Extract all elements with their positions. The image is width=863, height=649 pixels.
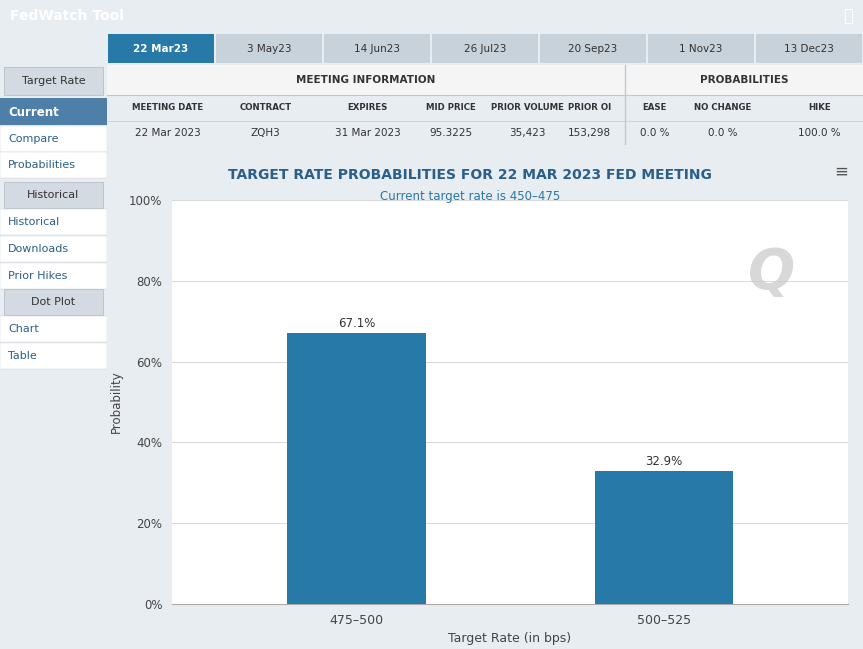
Text: Dot Plot: Dot Plot [31,297,76,307]
Bar [756,34,862,63]
Text: 14 Jun23: 14 Jun23 [354,43,400,53]
Text: Probabilities: Probabilities [8,160,76,170]
Bar [0,152,107,178]
Text: Chart: Chart [8,324,39,334]
Text: Current target rate is 450–475: Current target rate is 450–475 [380,190,560,203]
Bar [4,182,103,208]
Text: 22 Mar23: 22 Mar23 [134,43,189,53]
Bar [0,209,107,235]
Text: 153,298: 153,298 [568,128,611,138]
Text: 3 May23: 3 May23 [247,43,291,53]
Text: 67.1%: 67.1% [337,317,375,330]
Text: 13 Dec23: 13 Dec23 [784,43,834,53]
Text: Table: Table [8,351,37,361]
Text: PRIOR VOLUME: PRIOR VOLUME [491,103,564,112]
Bar [0,98,107,125]
Text: Q: Q [747,246,795,300]
Bar [0,126,107,152]
Bar [107,65,625,95]
Bar [4,289,103,315]
Text: Historical: Historical [28,190,79,200]
Bar [324,34,430,63]
Text: TARGET RATE PROBABILITIES FOR 22 MAR 2023 FED MEETING: TARGET RATE PROBABILITIES FOR 22 MAR 202… [228,167,712,182]
Text: 32.9%: 32.9% [645,455,683,468]
Text: 0.0 %: 0.0 % [708,128,737,138]
Text: HIKE: HIKE [808,103,830,112]
Text: 22 Mar 2023: 22 Mar 2023 [135,128,200,138]
Text: NO CHANGE: NO CHANGE [694,103,751,112]
Text: EXPIRES: EXPIRES [348,103,388,112]
Text: 0.0 %: 0.0 % [639,128,669,138]
Text: 100.0 %: 100.0 % [797,128,841,138]
Bar [0,263,107,289]
X-axis label: Target Rate (in bps): Target Rate (in bps) [449,632,571,645]
Text: Target Rate: Target Rate [22,76,85,86]
Bar [216,34,322,63]
Text: PRIOR OI: PRIOR OI [568,103,611,112]
Bar [4,67,103,95]
Bar [0,316,107,342]
Text: EASE: EASE [642,103,666,112]
Bar [287,333,425,604]
Text: MEETING DATE: MEETING DATE [132,103,203,112]
Text: Downloads: Downloads [8,244,69,254]
Bar [648,34,754,63]
Bar [540,34,646,63]
Text: CONTRACT: CONTRACT [240,103,292,112]
Text: FedWatch Tool: FedWatch Tool [10,9,124,23]
Bar [595,471,733,604]
Text: MID PRICE: MID PRICE [426,103,476,112]
Text: 1 Nov23: 1 Nov23 [679,43,722,53]
Text: 35,423: 35,423 [509,128,545,138]
Text: 31 Mar 2023: 31 Mar 2023 [335,128,400,138]
Text: PROBABILITIES: PROBABILITIES [700,75,788,85]
Text: Prior Hikes: Prior Hikes [8,271,67,281]
Bar [0,343,107,369]
Text: Compare: Compare [8,134,59,144]
Text: Current: Current [8,106,59,119]
Text: MEETING INFORMATION: MEETING INFORMATION [296,75,436,85]
Bar [108,34,214,63]
Text: 95.3225: 95.3225 [430,128,473,138]
Y-axis label: Probability: Probability [110,371,123,434]
Bar [0,236,107,262]
Text: 26 Jul23: 26 Jul23 [463,43,507,53]
Text: ZQH3: ZQH3 [251,128,280,138]
Text: ≡: ≡ [834,163,847,180]
Text: Historical: Historical [8,217,60,227]
Bar [432,34,538,63]
Text: ␦: ␦ [843,7,853,25]
Bar [625,65,863,95]
Text: 20 Sep23: 20 Sep23 [569,43,618,53]
